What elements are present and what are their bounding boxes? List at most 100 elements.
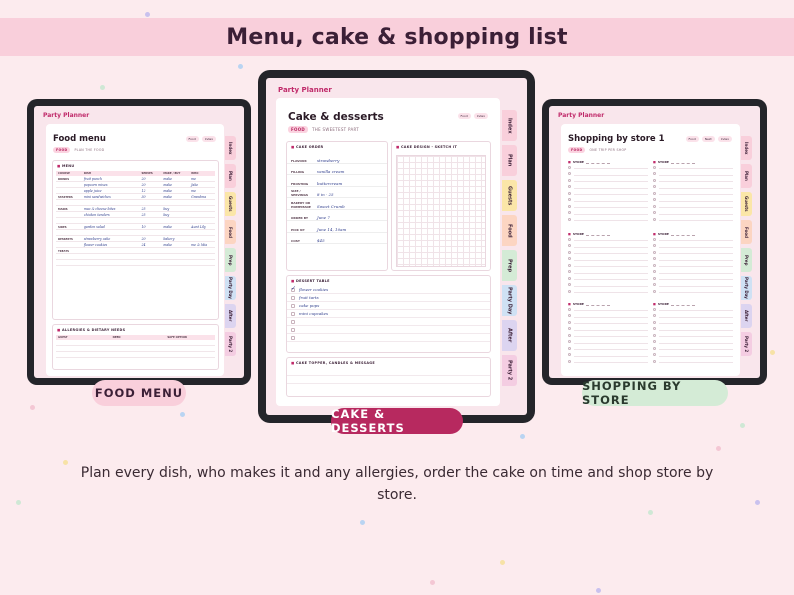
tab-party-day[interactable]: Party Day <box>225 276 236 300</box>
shopping-item-line[interactable] <box>653 171 733 178</box>
shopping-item-line[interactable] <box>653 288 733 295</box>
shopping-item-line[interactable] <box>568 236 648 243</box>
tab-party-2[interactable]: Party 2 <box>502 355 517 386</box>
tab-party-day[interactable]: Party Day <box>502 285 517 316</box>
checkbox[interactable] <box>291 335 295 340</box>
checkbox-checked[interactable]: ✓ <box>291 284 297 292</box>
checklist-item[interactable]: cake pops <box>287 302 490 310</box>
table-row[interactable] <box>56 218 215 224</box>
shopping-item-line[interactable] <box>568 313 648 320</box>
table-row[interactable] <box>56 346 215 352</box>
tab-food[interactable]: Food <box>502 215 517 246</box>
order-field[interactable]: COST $45 <box>287 233 387 244</box>
tab-after[interactable]: After <box>502 320 517 351</box>
shopping-item-line[interactable] <box>653 332 733 339</box>
shopping-item-line[interactable] <box>568 210 648 217</box>
sketch-grid[interactable] <box>396 155 486 267</box>
order-field[interactable]: BAKERY OR HOMEMADE Sweet Crumb <box>287 198 387 210</box>
shopping-item-line[interactable] <box>653 184 733 191</box>
checklist-item[interactable]: mini cupcakes <box>287 310 490 318</box>
shopping-item-line[interactable] <box>568 269 648 276</box>
shopping-item-line[interactable] <box>568 216 648 223</box>
shopping-item-line[interactable] <box>653 243 733 250</box>
chip-food[interactable]: Food <box>457 113 471 119</box>
shopping-item-line[interactable] <box>568 184 648 191</box>
tab-guests[interactable]: Guests <box>741 192 752 216</box>
tab-guests[interactable]: Guests <box>225 192 236 216</box>
shopping-item-line[interactable] <box>568 177 648 184</box>
table-row[interactable] <box>56 230 215 236</box>
store-heading[interactable]: ■ STORE <box>653 302 733 306</box>
chip-index[interactable]: Index <box>473 113 488 119</box>
store-heading[interactable]: ■ STORE <box>653 232 733 236</box>
shopping-item-line[interactable] <box>568 282 648 289</box>
table-row[interactable]: popcorn mixes 20 make Jake <box>56 182 215 188</box>
shopping-item-line[interactable] <box>568 275 648 282</box>
shopping-item-line[interactable] <box>653 306 733 313</box>
shopping-item-line[interactable] <box>653 197 733 204</box>
shopping-item-line[interactable] <box>568 262 648 269</box>
shopping-item-line[interactable] <box>568 319 648 326</box>
shopping-item-line[interactable] <box>653 190 733 197</box>
order-field[interactable]: FILLING vanilla cream <box>287 164 387 175</box>
order-field[interactable]: FLAVOUR strawberry <box>287 152 387 164</box>
shopping-item-line[interactable] <box>653 326 733 333</box>
table-row[interactable] <box>56 260 215 266</box>
checkbox[interactable] <box>291 327 295 332</box>
shopping-item-line[interactable] <box>653 262 733 269</box>
tab-after[interactable]: After <box>741 304 752 328</box>
shopping-item-line[interactable] <box>653 203 733 210</box>
shopping-item-line[interactable] <box>568 352 648 359</box>
tab-index[interactable]: Index <box>225 136 236 160</box>
order-field[interactable]: ORDER BY June 7 <box>287 210 387 221</box>
tab-index[interactable]: Index <box>502 110 517 141</box>
shopping-item-line[interactable] <box>568 339 648 346</box>
shopping-item-line[interactable] <box>653 339 733 346</box>
tab-after[interactable]: After <box>225 304 236 328</box>
chip-food[interactable]: Food <box>685 136 699 142</box>
notes-line[interactable] <box>287 368 490 376</box>
tab-party-2[interactable]: Party 2 <box>741 332 752 356</box>
tab-prep[interactable]: Prep <box>741 248 752 272</box>
tab-prep[interactable]: Prep <box>502 250 517 281</box>
store-heading[interactable]: ■ STORE <box>568 160 648 164</box>
checklist-item[interactable]: fruit tarts <box>287 294 490 302</box>
order-field[interactable]: PICK UP June 14, 10am <box>287 221 387 233</box>
table-row[interactable]: TREATS <box>56 248 215 254</box>
tab-party-2[interactable]: Party 2 <box>225 332 236 356</box>
table-row[interactable]: MAINS mac & cheese bites 25 buy <box>56 206 215 212</box>
shopping-item-line[interactable] <box>653 236 733 243</box>
tab-food[interactable]: Food <box>225 220 236 244</box>
shopping-item-line[interactable] <box>653 352 733 359</box>
shopping-item-line[interactable] <box>653 269 733 276</box>
shopping-item-line[interactable] <box>568 345 648 352</box>
chip-next[interactable]: Next <box>701 136 715 142</box>
checklist-item[interactable] <box>287 318 490 326</box>
shopping-item-line[interactable] <box>653 319 733 326</box>
checklist-item[interactable] <box>287 326 490 334</box>
order-field[interactable]: SIZE / SERVINGS 8 in · 25 <box>287 187 387 198</box>
shopping-item-line[interactable] <box>653 313 733 320</box>
shopping-item-line[interactable] <box>568 306 648 313</box>
shopping-item-line[interactable] <box>653 216 733 223</box>
tab-plan[interactable]: Plan <box>502 145 517 176</box>
tab-guests[interactable]: Guests <box>502 180 517 211</box>
table-row[interactable]: DESSERTS strawberry cake 20 bakery <box>56 236 215 242</box>
shopping-item-line[interactable] <box>653 249 733 256</box>
shopping-item-line[interactable] <box>568 243 648 250</box>
shopping-item-line[interactable] <box>653 256 733 263</box>
table-row[interactable] <box>56 340 215 346</box>
shopping-item-line[interactable] <box>653 210 733 217</box>
tab-party-day[interactable]: Party Day <box>741 276 752 300</box>
table-row[interactable]: apple juice 12 make me <box>56 188 215 194</box>
shopping-item-line[interactable] <box>653 275 733 282</box>
store-heading[interactable]: ■ STORE <box>568 232 648 236</box>
shopping-item-line[interactable] <box>653 282 733 289</box>
tab-prep[interactable]: Prep <box>225 248 236 272</box>
order-field[interactable]: FROSTING buttercream <box>287 175 387 187</box>
chip-index[interactable]: Index <box>201 136 216 142</box>
shopping-item-line[interactable] <box>653 358 733 365</box>
checkbox[interactable] <box>291 303 295 308</box>
shopping-item-line[interactable] <box>568 249 648 256</box>
table-row[interactable]: STARTERS mini sandwiches 30 make Grandma <box>56 194 215 200</box>
